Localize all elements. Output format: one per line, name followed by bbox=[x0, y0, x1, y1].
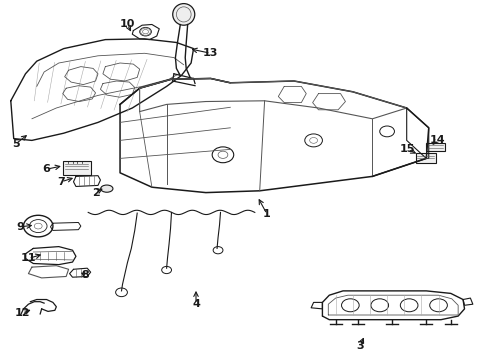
Text: 3: 3 bbox=[356, 341, 364, 351]
Text: 9: 9 bbox=[17, 222, 24, 232]
Text: 10: 10 bbox=[120, 19, 135, 30]
Text: 15: 15 bbox=[400, 144, 416, 154]
Text: 4: 4 bbox=[192, 299, 200, 309]
Ellipse shape bbox=[172, 4, 195, 25]
Bar bbox=[63, 161, 91, 175]
Text: 13: 13 bbox=[203, 48, 219, 58]
Text: 12: 12 bbox=[14, 308, 30, 318]
Text: 6: 6 bbox=[43, 164, 50, 174]
Bar bbox=[416, 153, 436, 163]
Text: 7: 7 bbox=[57, 177, 65, 187]
Text: 2: 2 bbox=[92, 188, 99, 198]
Ellipse shape bbox=[101, 185, 113, 192]
Text: 1: 1 bbox=[263, 209, 271, 219]
Text: 5: 5 bbox=[12, 139, 20, 149]
Text: 14: 14 bbox=[429, 135, 445, 145]
Text: 8: 8 bbox=[82, 270, 90, 280]
Text: 11: 11 bbox=[21, 253, 36, 264]
Bar bbox=[426, 143, 445, 151]
